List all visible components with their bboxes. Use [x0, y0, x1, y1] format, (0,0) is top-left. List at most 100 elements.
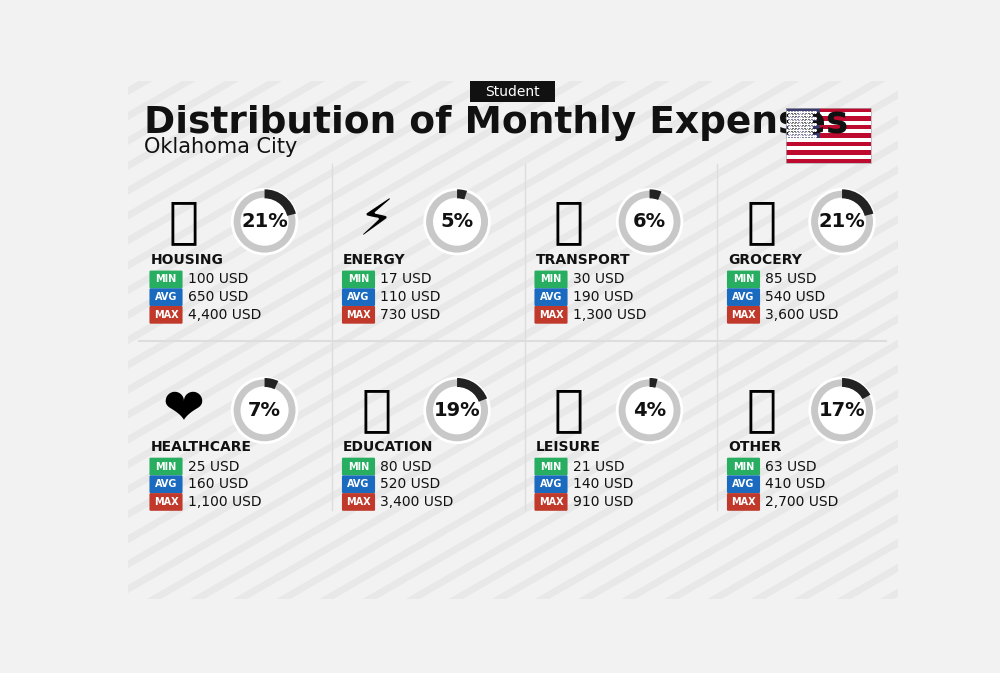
Bar [786, 150, 871, 155]
Wedge shape [265, 378, 278, 390]
Text: 410 USD: 410 USD [765, 477, 825, 491]
FancyBboxPatch shape [470, 81, 555, 102]
Text: 30 USD: 30 USD [573, 273, 624, 287]
FancyBboxPatch shape [149, 475, 183, 493]
Text: MIN: MIN [155, 462, 177, 472]
FancyBboxPatch shape [534, 475, 568, 493]
Text: MIN: MIN [348, 275, 369, 285]
FancyBboxPatch shape [534, 493, 568, 511]
Text: 3,400 USD: 3,400 USD [380, 495, 453, 509]
Text: AVG: AVG [155, 292, 177, 302]
Text: 1,100 USD: 1,100 USD [188, 495, 261, 509]
Text: 17 USD: 17 USD [380, 273, 432, 287]
Text: MAX: MAX [346, 310, 371, 320]
Text: 🛍️: 🛍️ [554, 386, 584, 434]
Wedge shape [457, 378, 487, 402]
Text: AVG: AVG [540, 292, 562, 302]
FancyBboxPatch shape [342, 475, 375, 493]
Text: 910 USD: 910 USD [573, 495, 633, 509]
FancyBboxPatch shape [727, 271, 760, 288]
Text: 💰: 💰 [746, 386, 776, 434]
Text: 🏢: 🏢 [169, 198, 199, 246]
Wedge shape [810, 378, 874, 443]
FancyBboxPatch shape [534, 306, 568, 324]
Bar [786, 155, 871, 159]
Text: MIN: MIN [733, 462, 754, 472]
Text: AVG: AVG [155, 479, 177, 489]
Text: GROCERY: GROCERY [728, 253, 802, 267]
Text: 110 USD: 110 USD [380, 290, 441, 304]
Text: 520 USD: 520 USD [380, 477, 440, 491]
Text: 🛒: 🛒 [746, 198, 776, 246]
Text: 21 USD: 21 USD [573, 460, 624, 474]
Text: MIN: MIN [733, 275, 754, 285]
FancyBboxPatch shape [727, 493, 760, 511]
Bar [786, 125, 871, 129]
Wedge shape [232, 189, 297, 254]
Circle shape [627, 388, 672, 433]
Wedge shape [842, 378, 870, 399]
Wedge shape [425, 378, 489, 443]
Text: 85 USD: 85 USD [765, 273, 817, 287]
Bar [786, 142, 871, 146]
Text: HOUSING: HOUSING [151, 253, 223, 267]
Text: ❤️: ❤️ [163, 386, 205, 434]
Text: AVG: AVG [540, 479, 562, 489]
Text: AVG: AVG [347, 479, 370, 489]
Wedge shape [650, 378, 658, 388]
Wedge shape [617, 378, 682, 443]
FancyBboxPatch shape [727, 475, 760, 493]
Text: 80 USD: 80 USD [380, 460, 432, 474]
Text: AVG: AVG [732, 479, 755, 489]
Text: MAX: MAX [539, 310, 563, 320]
Text: 21%: 21% [241, 212, 288, 231]
Wedge shape [617, 189, 682, 254]
Text: MAX: MAX [154, 497, 178, 507]
FancyBboxPatch shape [342, 271, 375, 288]
FancyBboxPatch shape [727, 288, 760, 306]
Text: ⚡: ⚡ [359, 198, 394, 246]
Text: 540 USD: 540 USD [765, 290, 825, 304]
Text: Student: Student [485, 85, 540, 98]
Text: HEALTHCARE: HEALTHCARE [151, 440, 252, 454]
FancyBboxPatch shape [149, 271, 183, 288]
Text: 190 USD: 190 USD [573, 290, 633, 304]
Wedge shape [232, 378, 297, 443]
Bar [786, 108, 871, 112]
Text: MAX: MAX [539, 497, 563, 507]
Text: MAX: MAX [731, 310, 756, 320]
FancyBboxPatch shape [149, 288, 183, 306]
FancyBboxPatch shape [534, 271, 568, 288]
Text: TRANSPORT: TRANSPORT [536, 253, 630, 267]
Bar [786, 108, 871, 163]
Text: 1,300 USD: 1,300 USD [573, 308, 646, 322]
Bar [786, 116, 871, 120]
Bar [786, 129, 871, 133]
FancyBboxPatch shape [149, 306, 183, 324]
Text: 2,700 USD: 2,700 USD [765, 495, 838, 509]
Wedge shape [810, 189, 874, 254]
FancyBboxPatch shape [727, 458, 760, 475]
Circle shape [819, 388, 865, 433]
Circle shape [627, 199, 672, 244]
Text: Oklahoma City: Oklahoma City [144, 137, 298, 157]
Wedge shape [457, 189, 467, 200]
Circle shape [434, 388, 480, 433]
Bar [786, 137, 871, 142]
Text: 650 USD: 650 USD [188, 290, 248, 304]
Text: 19%: 19% [434, 401, 480, 420]
Text: 7%: 7% [248, 401, 281, 420]
Text: 4,400 USD: 4,400 USD [188, 308, 261, 322]
FancyBboxPatch shape [727, 306, 760, 324]
FancyBboxPatch shape [149, 493, 183, 511]
Text: MAX: MAX [154, 310, 178, 320]
Wedge shape [265, 189, 296, 216]
Text: 5%: 5% [440, 212, 474, 231]
Bar [786, 108, 820, 137]
Bar [786, 146, 871, 150]
FancyBboxPatch shape [342, 458, 375, 475]
Text: AVG: AVG [732, 292, 755, 302]
Text: ENERGY: ENERGY [343, 253, 406, 267]
Bar [786, 112, 871, 116]
Text: MIN: MIN [348, 462, 369, 472]
